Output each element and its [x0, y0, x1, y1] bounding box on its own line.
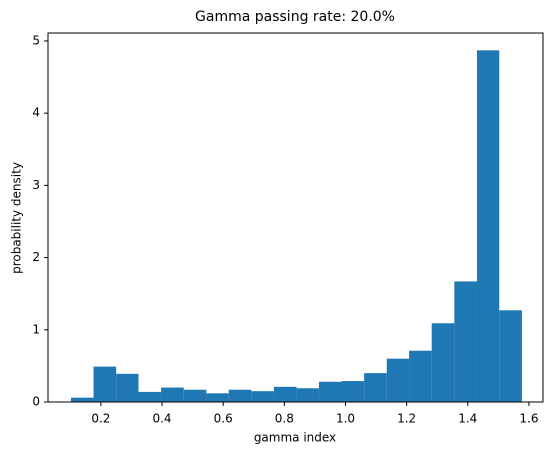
y-tick-label: 2	[32, 250, 40, 264]
y-tick-label: 3	[32, 178, 40, 192]
bar	[93, 366, 117, 402]
bar	[386, 358, 410, 402]
y-axis-label: probability density	[10, 162, 24, 274]
x-tick-label: 0.4	[152, 412, 171, 426]
x-tick-label: 0.6	[214, 412, 233, 426]
y-tick-label: 5	[32, 33, 40, 47]
bar	[499, 310, 522, 402]
x-tick-label: 0.2	[91, 412, 110, 426]
bar	[228, 389, 252, 402]
x-axis-label: gamma index	[254, 431, 336, 445]
bar	[161, 387, 184, 402]
x-tick-label: 0.8	[275, 412, 294, 426]
bar	[431, 323, 455, 402]
bar	[409, 350, 432, 402]
x-tick-label: 1.0	[336, 412, 355, 426]
x-tick-label: 1.4	[458, 412, 477, 426]
bar	[206, 393, 229, 402]
bar	[318, 381, 342, 402]
bar	[70, 397, 94, 402]
plot-frame	[47, 32, 544, 403]
x-tick-label: 1.2	[397, 412, 416, 426]
bar	[183, 389, 207, 402]
bar	[476, 50, 500, 403]
bar	[251, 391, 274, 402]
chart-title: Gamma passing rate: 20.0%	[195, 9, 395, 25]
bar	[296, 388, 319, 402]
bar	[273, 386, 297, 402]
bar	[364, 373, 387, 402]
y-tick-label: 0	[32, 395, 40, 409]
bar	[341, 381, 365, 402]
y-tick-label: 1	[32, 322, 40, 336]
bar	[138, 391, 162, 402]
bar	[116, 373, 139, 402]
bar	[454, 281, 477, 402]
y-tick-label: 4	[32, 106, 40, 120]
x-tick-label: 1.6	[519, 412, 538, 426]
